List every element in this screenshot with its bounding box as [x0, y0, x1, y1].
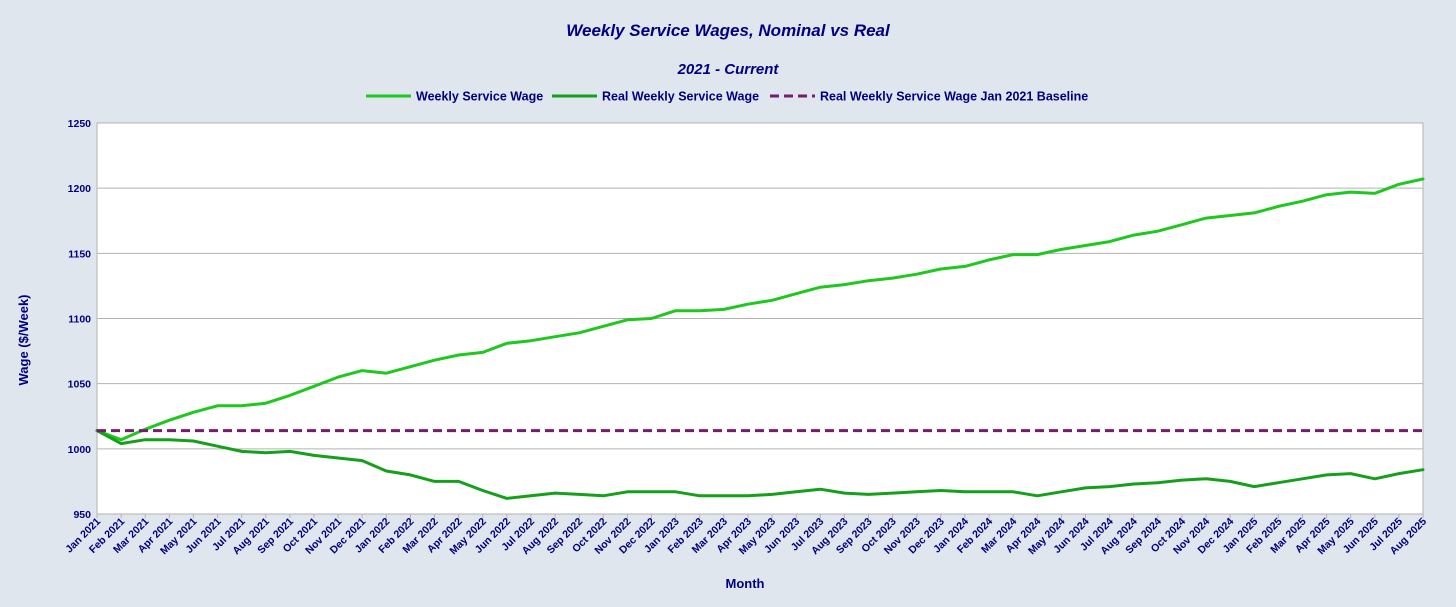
x-axis-title: Month: [726, 576, 765, 591]
gridlines: [97, 122, 1423, 515]
y-tick-label: 1050: [68, 379, 92, 391]
y-axis-title: Wage ($/Week): [16, 294, 31, 385]
y-axis-ticks: 950 1000 1050 1100 1150 1200 1250: [68, 118, 92, 521]
series-line-weekly-service-wage: [95, 177, 1425, 442]
y-tick-label: 950: [73, 509, 91, 521]
legend-label: Real Weekly Service Wage Jan 2021 Baseli…: [820, 90, 1088, 104]
y-tick-label: 1200: [68, 183, 92, 195]
series-line-real-weekly-service-wage: [95, 429, 1425, 500]
y-tick-label: 1150: [68, 248, 91, 260]
y-tick-label: 1000: [68, 444, 92, 456]
series-lines: [95, 177, 1425, 500]
y-tick-label: 1250: [68, 118, 92, 130]
chart-title: Weekly Service Wages, Nominal vs Real: [566, 21, 891, 40]
legend-label: Weekly Service Wage: [416, 90, 543, 104]
legend: Weekly Service Wage Real Weekly Service W…: [366, 90, 1088, 104]
y-tick-label: 1100: [68, 314, 91, 326]
legend-label: Real Weekly Service Wage: [602, 90, 759, 104]
chart-subtitle: 2021 - Current: [677, 61, 780, 78]
